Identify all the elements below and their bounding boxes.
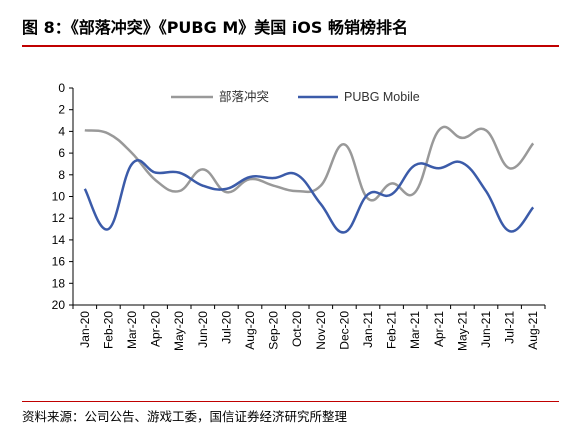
x-tick-label: Jan-20 xyxy=(78,311,92,348)
x-tick-label: Apr-20 xyxy=(149,311,163,347)
y-tick-label: 0 xyxy=(58,81,65,95)
x-tick-label: Nov-20 xyxy=(314,311,328,350)
x-tick-label: Oct-20 xyxy=(290,311,304,347)
line-chart: 0 2 4 6 8 10 12 14 16 18 20 Jan-20 Feb-20 Mar-20 Apr-2… xyxy=(52,81,546,351)
y-tick-label: 12 xyxy=(52,211,66,225)
legend-label-0: 部落冲突 xyxy=(219,89,269,104)
figure-title: 图 8：《部落冲突》《PUBG M》美国 iOS 畅销榜排名 xyxy=(22,18,408,37)
title-divider xyxy=(22,45,559,47)
legend: 部落冲突 PUBG Mobile xyxy=(171,89,420,104)
y-tick-label: 10 xyxy=(52,190,66,204)
x-tick-label: Aug-20 xyxy=(243,311,257,350)
x-tick-label: Jan-21 xyxy=(361,311,375,348)
y-tick-label: 18 xyxy=(52,276,66,290)
x-tick-label: May-21 xyxy=(455,311,469,351)
y-tick-label: 20 xyxy=(52,298,66,312)
x-tick-label: Feb-21 xyxy=(385,311,399,349)
x-tick-label: Sep-20 xyxy=(267,311,281,350)
x-tick-label: Jun-20 xyxy=(196,311,210,348)
x-tick-label: Mar-21 xyxy=(408,311,422,349)
y-tick-label: 4 xyxy=(58,124,65,138)
series-line-1 xyxy=(83,159,535,234)
legend-label-1: PUBG Mobile xyxy=(344,90,420,104)
axes: 0 2 4 6 8 10 12 14 16 18 20 Jan-20 Feb-20 Mar-20 Apr-2… xyxy=(52,81,546,351)
x-tick-label: Jul-20 xyxy=(219,311,233,344)
y-tick-label: 2 xyxy=(58,103,65,117)
series-layer xyxy=(83,125,535,234)
x-tick-label: Apr-21 xyxy=(432,311,446,347)
x-tick-label: Dec-20 xyxy=(337,311,351,350)
x-tick-label: May-20 xyxy=(172,311,186,351)
y-tick-label: 6 xyxy=(58,146,65,160)
y-tick-label: 8 xyxy=(58,168,65,182)
x-tick-label: Aug-21 xyxy=(526,311,540,350)
source-divider xyxy=(22,401,559,402)
x-tick-label: Mar-20 xyxy=(125,311,139,349)
x-tick-label: Jul-21 xyxy=(503,311,517,344)
y-tick-label: 14 xyxy=(52,233,66,247)
x-tick-label: Feb-20 xyxy=(101,311,115,349)
source-note: 资料来源：公司公告、游戏工委，国信证券经济研究所整理 xyxy=(22,409,348,424)
x-tick-label: Jun-21 xyxy=(479,311,493,348)
y-tick-label: 16 xyxy=(52,255,66,269)
